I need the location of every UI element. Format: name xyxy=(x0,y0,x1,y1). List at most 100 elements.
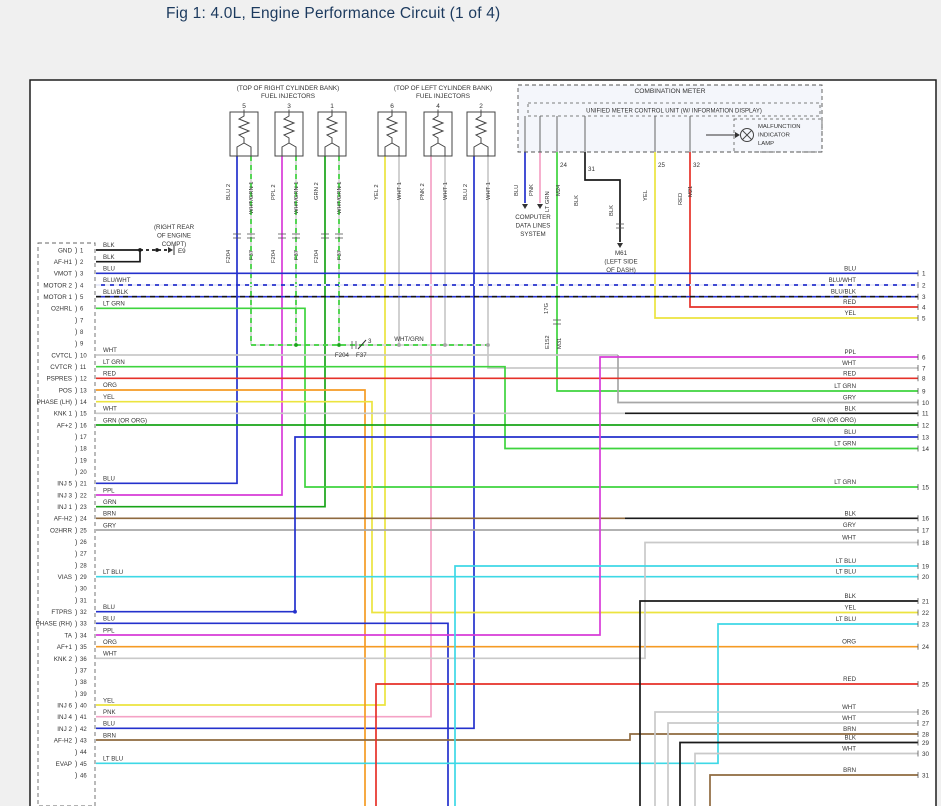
svg-text:PHASE (RH): PHASE (RH) xyxy=(36,621,72,628)
svg-text:): ) xyxy=(75,434,77,441)
svg-text:36: 36 xyxy=(80,657,87,663)
svg-text:YEL: YEL xyxy=(643,189,649,201)
svg-text:): ) xyxy=(75,364,77,371)
svg-text:27: 27 xyxy=(922,720,930,727)
svg-text:OF DASH): OF DASH) xyxy=(606,267,636,274)
svg-text:ORG: ORG xyxy=(842,639,856,646)
svg-text:): ) xyxy=(75,668,77,675)
svg-text:15: 15 xyxy=(922,484,930,491)
svg-text:FUEL INJECTORS: FUEL INJECTORS xyxy=(261,93,315,100)
svg-text:CVTCL: CVTCL xyxy=(51,352,72,359)
svg-text:41: 41 xyxy=(80,715,87,721)
svg-text:YEL: YEL xyxy=(844,310,856,317)
svg-text:BLK: BLK xyxy=(103,254,115,261)
svg-text:KNK 2: KNK 2 xyxy=(54,656,73,663)
svg-text:CVTCR: CVTCR xyxy=(50,364,72,371)
svg-text:8: 8 xyxy=(922,376,926,383)
connector-ticks xyxy=(233,223,624,349)
svg-text:): ) xyxy=(75,586,77,593)
svg-text:2: 2 xyxy=(80,260,84,266)
diagram-border xyxy=(29,79,937,806)
svg-text:40: 40 xyxy=(80,703,87,709)
svg-text:GRY: GRY xyxy=(103,522,116,529)
fuel-injector-6: 6 xyxy=(377,103,407,157)
svg-text:INDICATOR: INDICATOR xyxy=(758,133,790,139)
svg-text:24: 24 xyxy=(80,517,87,523)
svg-text:): ) xyxy=(75,679,77,686)
svg-text:INJ 3: INJ 3 xyxy=(57,492,72,499)
svg-text:MOTOR 2: MOTOR 2 xyxy=(43,282,72,289)
svg-text:): ) xyxy=(75,294,77,301)
svg-text:BLU/WHT: BLU/WHT xyxy=(829,277,857,284)
svg-text:): ) xyxy=(75,749,77,756)
svg-text:2: 2 xyxy=(479,103,483,110)
svg-text:28: 28 xyxy=(922,731,930,738)
svg-text:2: 2 xyxy=(922,282,926,289)
svg-text:26: 26 xyxy=(80,540,87,546)
svg-text:AF-H1: AF-H1 xyxy=(54,259,73,266)
svg-text:LT BLU: LT BLU xyxy=(103,756,123,763)
svg-text:YEL: YEL xyxy=(103,697,115,704)
svg-text:34: 34 xyxy=(80,633,87,639)
svg-text:): ) xyxy=(75,773,77,780)
svg-text:37: 37 xyxy=(80,668,87,674)
svg-text:25: 25 xyxy=(80,528,87,534)
svg-text:29: 29 xyxy=(922,740,930,747)
svg-text:LT BLU: LT BLU xyxy=(836,616,856,623)
svg-text:38: 38 xyxy=(80,680,87,686)
svg-text:RED: RED xyxy=(843,370,856,377)
svg-text:BLU 2: BLU 2 xyxy=(226,184,232,200)
svg-text:RED: RED xyxy=(103,371,116,378)
svg-text:33: 33 xyxy=(80,622,87,628)
svg-text:20: 20 xyxy=(922,574,930,581)
svg-text:GRN (OR ORG): GRN (OR ORG) xyxy=(103,417,147,424)
svg-text:): ) xyxy=(75,598,77,605)
svg-text:LT GRN: LT GRN xyxy=(103,301,125,308)
svg-text:42: 42 xyxy=(80,727,87,733)
svg-text:): ) xyxy=(75,481,77,488)
svg-text:30: 30 xyxy=(922,751,930,758)
svg-text:BLU/BLK: BLU/BLK xyxy=(831,289,856,296)
svg-text:PPL: PPL xyxy=(103,627,115,634)
svg-text:BLK: BLK xyxy=(844,510,856,517)
svg-text:22: 22 xyxy=(80,493,87,499)
svg-text:AF+1: AF+1 xyxy=(57,644,73,651)
svg-text:VMOT: VMOT xyxy=(54,271,72,278)
svg-text:4: 4 xyxy=(436,103,440,110)
svg-text:): ) xyxy=(75,388,77,395)
svg-text:): ) xyxy=(75,761,77,768)
svg-text:WHT: WHT xyxy=(103,406,117,413)
svg-text:): ) xyxy=(75,341,77,348)
svg-text:LT GRN: LT GRN xyxy=(545,191,551,212)
svg-text:): ) xyxy=(75,703,77,710)
svg-text:WHT/GRN: WHT/GRN xyxy=(394,336,424,343)
svg-text:7: 7 xyxy=(80,318,84,324)
svg-text:LT BLU: LT BLU xyxy=(836,558,856,565)
svg-text:4: 4 xyxy=(80,283,84,289)
svg-text:BLU 2: BLU 2 xyxy=(463,184,469,200)
svg-text:10: 10 xyxy=(922,400,930,407)
svg-text:LT BLU: LT BLU xyxy=(103,569,123,576)
svg-text:PSPRES: PSPRES xyxy=(46,376,72,383)
svg-text:WHT: WHT xyxy=(842,535,856,542)
svg-text:WHT/GRN 1: WHT/GRN 1 xyxy=(294,181,300,214)
svg-text:WHT 1: WHT 1 xyxy=(486,182,492,200)
svg-text:): ) xyxy=(75,516,77,523)
svg-text:GRN 2: GRN 2 xyxy=(314,182,320,200)
fuel-injector-3: 3 xyxy=(274,103,304,157)
svg-text:BRN: BRN xyxy=(843,767,856,774)
svg-text:(TOP OF RIGHT CYLINDER BANK): (TOP OF RIGHT CYLINDER BANK) xyxy=(237,85,340,92)
svg-text:32: 32 xyxy=(693,162,700,169)
svg-text:COMBINATION METER: COMBINATION METER xyxy=(635,88,706,95)
svg-text:4: 4 xyxy=(922,304,926,311)
svg-text:): ) xyxy=(75,399,77,406)
svg-text:): ) xyxy=(75,318,77,325)
svg-text:E152: E152 xyxy=(545,335,551,349)
svg-text:F37: F37 xyxy=(337,250,343,260)
svg-text:WHT 1: WHT 1 xyxy=(397,182,403,200)
svg-text:WHT: WHT xyxy=(103,651,117,658)
svg-text:): ) xyxy=(75,493,77,500)
